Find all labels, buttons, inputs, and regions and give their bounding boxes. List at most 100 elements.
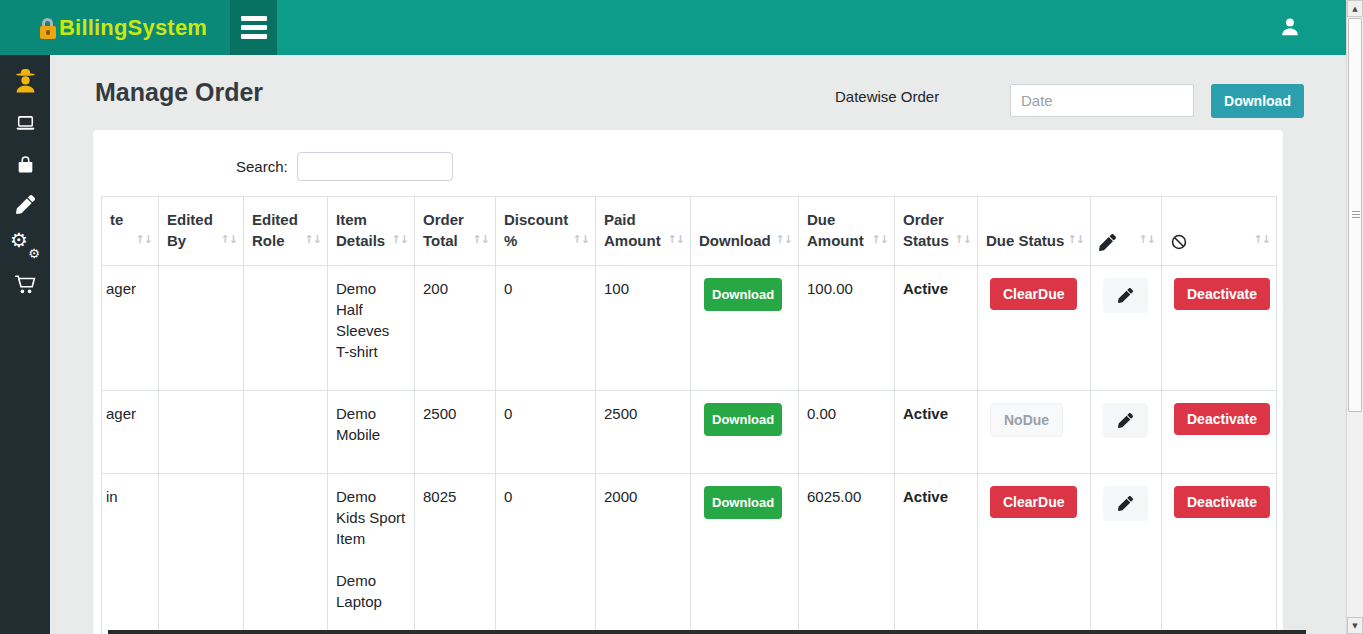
deactivate-button[interactable]: Deactivate: [1174, 486, 1270, 518]
user-secret-icon: [12, 68, 39, 98]
edit-button[interactable]: [1103, 278, 1148, 313]
user-profile-button[interactable]: [1276, 12, 1304, 42]
deactivate-button[interactable]: Deactivate: [1174, 278, 1270, 310]
cell-order-total: 200: [415, 266, 496, 391]
no-due-button[interactable]: NoDue: [990, 403, 1063, 437]
vertical-scrollbar: ▲ ▼: [1346, 0, 1363, 634]
sort-icon: ↑↓: [473, 229, 489, 250]
cell-deactivate: Deactivate: [1162, 391, 1277, 474]
column-header-edited-role[interactable]: Edited Role ↑↓: [244, 197, 328, 266]
cell-edited-by: [159, 391, 244, 474]
column-header-order-status[interactable]: Order Status ↑↓: [895, 197, 978, 266]
cell-paid-amount: 100: [596, 266, 691, 391]
row-download-button[interactable]: Download: [704, 486, 782, 519]
edit-button[interactable]: [1103, 403, 1148, 438]
cell-order-status: Active: [895, 474, 978, 634]
cell-edited-role: [244, 474, 328, 634]
sort-icon: ↑↓: [1068, 229, 1084, 250]
table-row: in Demo Kids Sport Item Demo Laptop 8025…: [102, 474, 1277, 634]
sort-icon: ↑↓: [776, 229, 792, 250]
brand-logo[interactable]: BillingSystem: [0, 0, 230, 55]
horizontal-scrollbar-thumb[interactable]: [108, 630, 1306, 634]
edit-pencil-icon: [1118, 413, 1133, 428]
orders-card: Search: te ↑↓: [93, 130, 1283, 634]
cell-item-details: Demo Mobile: [328, 391, 415, 474]
pencil-icon: [16, 195, 35, 214]
cell-paid-amount: 2000: [596, 474, 691, 634]
sidebar-item-admin[interactable]: [0, 63, 50, 103]
scrollbar-down-button[interactable]: ▼: [1347, 617, 1363, 634]
laptop-icon: [13, 113, 38, 135]
sort-icon: ↑↓: [221, 229, 237, 250]
column-header-due-status[interactable]: Due Status ↑↓: [978, 197, 1091, 266]
shopping-bag-icon: [15, 153, 36, 176]
cell-download: Download: [691, 391, 799, 474]
cell-due-amount: 100.00: [799, 266, 895, 391]
sort-icon: ↑↓: [668, 229, 684, 250]
cell-edit: [1091, 474, 1162, 634]
cell-edited-date: ager: [102, 266, 159, 391]
cell-edited-by: [159, 474, 244, 634]
cell-edited-date: in: [102, 474, 159, 634]
sidebar-item-orders[interactable]: [0, 265, 50, 303]
column-header-deactivate[interactable]: ↑↓: [1162, 197, 1277, 266]
search-input[interactable]: [297, 152, 453, 181]
ban-icon: [1170, 233, 1188, 251]
cell-edited-role: [244, 266, 328, 391]
left-sidebar: ⚙ ⚙: [0, 55, 50, 634]
cell-download: Download: [691, 266, 799, 391]
user-icon: [1277, 14, 1303, 40]
sidebar-item-settings[interactable]: ⚙ ⚙: [0, 225, 50, 263]
edit-pencil-icon: [1099, 234, 1116, 251]
clear-due-button[interactable]: ClearDue: [990, 278, 1077, 310]
table-row: ager Demo Half Sleeves T-shirt 200 0 100…: [102, 266, 1277, 391]
sidebar-item-dashboard[interactable]: [0, 105, 50, 143]
deactivate-button[interactable]: Deactivate: [1174, 403, 1270, 435]
column-header-due-amount[interactable]: Due Amount ↑↓: [799, 197, 895, 266]
clear-due-button[interactable]: ClearDue: [990, 486, 1077, 518]
column-header-order-total[interactable]: Order Total ↑↓: [415, 197, 496, 266]
column-header-discount[interactable]: Discount % ↑↓: [496, 197, 596, 266]
cell-discount: 0: [496, 391, 596, 474]
sidebar-item-edit[interactable]: [0, 185, 50, 223]
search-label: Search:: [236, 158, 288, 175]
cell-item-details: Demo Half Sleeves T-shirt: [328, 266, 415, 391]
cell-due-amount: 6025.00: [799, 474, 895, 634]
app-window: BillingSystem: [0, 0, 1363, 634]
page-title: Manage Order: [95, 78, 263, 107]
column-header-edited-date[interactable]: te ↑↓: [102, 197, 159, 266]
search-row: Search:: [93, 130, 1283, 181]
table-row: ager Demo Mobile 2500 0 2500 Download 0.…: [102, 391, 1277, 474]
edit-pencil-icon: [1118, 496, 1133, 511]
sort-icon: ↑↓: [1139, 229, 1155, 250]
column-header-paid-amount[interactable]: Paid Amount ↑↓: [596, 197, 691, 266]
cell-edited-by: [159, 266, 244, 391]
cell-due-amount: 0.00: [799, 391, 895, 474]
cell-edit: [1091, 266, 1162, 391]
datewise-order-label: Datewise Order: [835, 88, 939, 105]
sidebar-item-products[interactable]: [0, 145, 50, 183]
lock-icon: [40, 16, 56, 40]
scrollbar-grip: [1352, 211, 1360, 220]
cell-deactivate: Deactivate: [1162, 266, 1277, 391]
table-header-row: te ↑↓ Edited By ↑↓ Edited Role ↑↓ Item: [102, 197, 1277, 266]
edit-button[interactable]: [1103, 486, 1148, 521]
column-header-item-details[interactable]: Item Details ↑↓: [328, 197, 415, 266]
hamburger-menu-button[interactable]: [230, 0, 277, 55]
row-download-button[interactable]: Download: [704, 278, 782, 311]
column-header-edited-by[interactable]: Edited By ↑↓: [159, 197, 244, 266]
row-download-button[interactable]: Download: [704, 403, 782, 436]
sort-icon: ↑↓: [1254, 229, 1270, 250]
cell-edited-date: ager: [102, 391, 159, 474]
cell-due-status: ClearDue: [978, 474, 1091, 634]
scrollbar-up-button[interactable]: ▲: [1347, 0, 1363, 17]
scrollbar-thumb[interactable]: [1348, 18, 1362, 412]
column-header-download[interactable]: Download ↑↓: [691, 197, 799, 266]
brand-title: BillingSystem: [59, 15, 207, 41]
cell-edited-role: [244, 391, 328, 474]
cell-due-status: ClearDue: [978, 266, 1091, 391]
datewise-download-button[interactable]: Download: [1211, 84, 1304, 118]
date-input[interactable]: [1010, 84, 1194, 117]
cell-deactivate: Deactivate: [1162, 474, 1277, 634]
column-header-edit[interactable]: ↑↓: [1091, 197, 1162, 266]
